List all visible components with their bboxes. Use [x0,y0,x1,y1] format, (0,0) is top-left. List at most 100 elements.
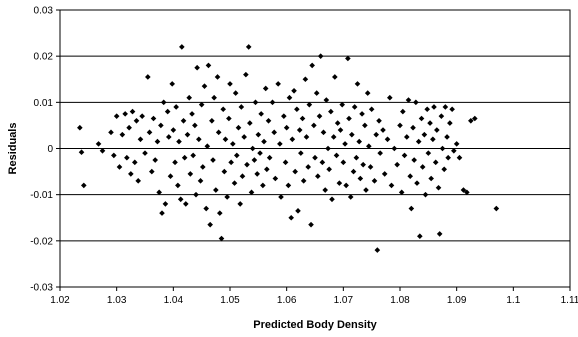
data-point-148 [333,152,340,159]
data-point-66 [213,187,219,193]
data-point-116 [288,214,294,221]
data-points [77,44,500,253]
data-point-209 [431,104,437,110]
data-point-142 [325,145,331,152]
data-point-68 [215,129,222,136]
data-point-84 [238,104,245,110]
data-point-114 [285,182,292,189]
data-point-57 [200,164,206,170]
data-point-53 [194,64,200,71]
data-point-167 [360,161,366,168]
data-point-193 [408,205,415,212]
x-axis-title: Predicted Body Density [253,319,377,331]
data-point-107 [272,175,279,182]
y-tick-label-2: 0.01 [34,98,54,109]
data-point-61 [205,62,212,69]
data-point-165 [357,175,364,182]
data-point-218 [444,134,450,140]
data-point-197 [414,180,420,186]
data-point-103 [265,118,272,124]
x-tick-label-4: 1.06 [277,295,297,306]
data-point-91 [248,189,255,196]
data-point-31 [162,201,169,207]
data-point-181 [384,136,391,143]
data-point-163 [354,81,361,87]
data-point-151 [337,127,344,133]
data-point-46 [184,131,191,138]
data-point-129 [306,101,313,108]
data-point-72 [221,168,228,175]
data-point-89 [245,44,252,50]
data-point-207 [428,175,434,182]
data-point-198 [415,138,422,145]
data-point-16 [133,118,140,124]
data-point-41 [177,196,184,203]
data-point-59 [203,205,209,212]
data-point-65 [211,94,217,101]
data-point-166 [359,111,365,117]
data-point-180 [381,171,388,177]
data-point-11 [124,154,130,161]
data-point-190 [404,134,410,140]
data-point-102 [264,166,270,173]
data-point-213 [436,231,443,237]
data-point-2 [81,182,87,189]
data-point-67 [214,74,221,80]
data-point-159 [349,131,355,138]
data-point-71 [220,106,226,113]
data-point-215 [439,145,446,152]
data-point-82 [235,124,242,131]
data-point-173 [368,106,375,113]
data-point-150 [336,180,343,186]
data-point-96 [255,131,262,138]
data-point-153 [340,159,347,166]
x-tick-label-2: 1.04 [164,295,184,306]
data-point-104 [266,154,273,161]
data-point-145 [329,196,335,203]
data-point-208 [430,136,436,143]
data-point-34 [167,173,174,179]
data-point-133 [312,154,318,161]
data-point-119 [292,168,298,175]
data-point-105 [269,99,276,106]
data-point-201 [419,164,426,170]
data-point-200 [418,115,425,122]
data-point-184 [391,145,398,152]
data-point-38 [173,104,179,110]
data-point-75 [226,115,232,122]
data-point-99 [260,182,266,189]
data-point-164 [356,138,362,145]
data-point-5 [108,129,114,136]
x-axis-tick-labels: 1.02 1.03 1.04 1.05 1.06 1.07 1.08 1.09 1.1 1.11 [50,287,578,306]
x-tick-label-7: 1.09 [447,295,467,306]
data-point-118 [291,87,297,94]
data-point-216 [441,166,447,173]
data-point-85 [239,173,246,179]
data-point-219 [445,154,451,161]
data-point-15 [132,159,138,166]
data-point-112 [282,159,289,166]
data-point-122 [296,127,303,133]
plot-area-border [59,9,571,288]
data-point-223 [453,141,460,147]
data-point-25 [152,157,158,163]
data-point-19 [139,113,145,119]
data-point-177 [376,118,382,124]
data-point-126 [302,76,309,83]
data-point-194 [410,124,416,131]
data-point-51 [192,122,198,129]
data-point-49 [189,111,195,117]
data-point-161 [351,104,358,110]
data-point-87 [243,71,249,78]
data-point-226 [464,189,470,196]
data-point-158 [347,194,354,200]
data-point-74 [224,194,230,200]
data-point-58 [201,83,208,89]
data-point-45 [183,201,189,207]
data-point-123 [298,150,304,156]
data-point-124 [299,115,306,122]
data-point-146 [330,134,337,140]
data-point-135 [315,173,321,179]
data-point-22 [146,129,153,136]
data-point-227 [468,118,474,124]
